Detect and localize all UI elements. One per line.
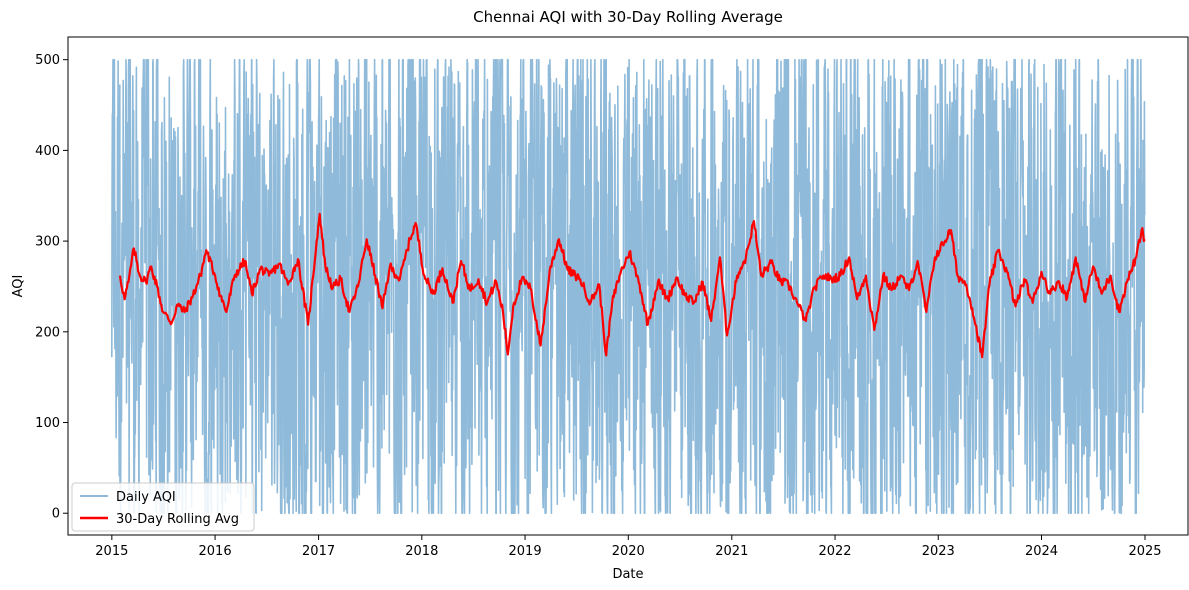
x-tick-label: 2024 bbox=[1025, 544, 1058, 559]
x-tick-label: 2016 bbox=[199, 544, 232, 559]
y-tick-label: 0 bbox=[52, 507, 60, 522]
x-tick-label: 2018 bbox=[405, 544, 438, 559]
x-axis: 2015 2016 2017 2018 2019 2020 2021 2022 2023 2024… bbox=[95, 535, 1162, 559]
x-tick-label: 2017 bbox=[302, 544, 335, 559]
rolling-avg-line bbox=[118, 212, 1146, 359]
y-axis: 0 100 200 300 400 500 bbox=[35, 53, 68, 522]
chart-title: Chennai AQI with 30-Day Rolling Average bbox=[473, 8, 783, 26]
daily-aqi-series bbox=[111, 58, 1146, 515]
x-tick-label: 2025 bbox=[1128, 544, 1161, 559]
y-tick-label: 300 bbox=[35, 235, 60, 250]
y-tick-label: 400 bbox=[35, 144, 60, 159]
x-tick-label: 2022 bbox=[818, 544, 851, 559]
rolling-avg-series bbox=[118, 212, 1146, 359]
y-tick-label: 100 bbox=[35, 416, 60, 431]
x-tick-label: 2015 bbox=[95, 544, 128, 559]
x-tick-label: 2023 bbox=[922, 544, 955, 559]
x-tick-label: 2021 bbox=[715, 544, 748, 559]
legend-rolling-label: 30-Day Rolling Avg bbox=[116, 512, 239, 527]
x-tick-label: 2019 bbox=[509, 544, 542, 559]
legend-daily-label: Daily AQI bbox=[116, 490, 176, 505]
legend-box bbox=[71, 482, 255, 532]
y-tick-label: 500 bbox=[35, 53, 60, 68]
x-tick-label: 2020 bbox=[612, 544, 645, 559]
legend: Daily AQI 30-Day Rolling Avg bbox=[71, 482, 255, 532]
y-tick-label: 200 bbox=[35, 325, 60, 340]
daily-aqi-line bbox=[111, 58, 1146, 515]
y-axis-label: AQI bbox=[11, 275, 26, 298]
x-axis-label: Date bbox=[612, 567, 643, 582]
